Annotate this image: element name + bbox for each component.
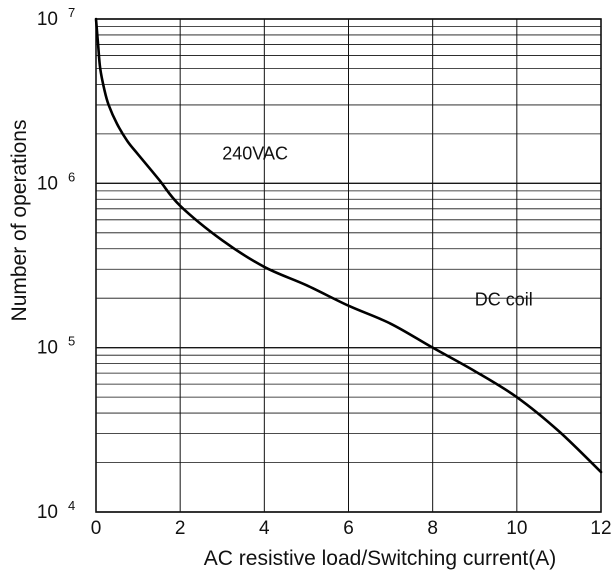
y-tick-exponent: 7 xyxy=(68,5,75,20)
annotation-240vac: 240VAC xyxy=(222,143,288,163)
x-tick-label: 0 xyxy=(91,518,102,539)
x-tick-labels: 0 2 4 6 8 10 12 xyxy=(91,518,612,539)
y-tick-exponent: 5 xyxy=(68,334,75,349)
x-tick-label: 12 xyxy=(590,518,611,539)
annotation-dc-coil: DC coil xyxy=(475,290,533,310)
plot-frame xyxy=(95,18,602,513)
y-tick-label: 10 xyxy=(37,173,58,194)
y-tick-label: 10 xyxy=(37,502,58,523)
x-axis-label: AC resistive load/Switching current(A) xyxy=(204,547,556,570)
x-tick-label: 4 xyxy=(259,518,270,539)
y-tick-label: 10 xyxy=(37,9,58,30)
y-tick-label: 10 xyxy=(37,338,58,359)
x-tick-label: 2 xyxy=(175,518,186,539)
y-tick-labels: 10 4 10 5 10 6 10 7 xyxy=(37,5,75,523)
x-tick-label: 6 xyxy=(343,518,354,539)
y-axis-label: Number of operations xyxy=(8,120,31,322)
x-tick-label: 8 xyxy=(427,518,438,539)
y-tick-exponent: 6 xyxy=(68,169,75,184)
chart-grid xyxy=(96,18,601,513)
series-line xyxy=(94,17,603,474)
y-tick-exponent: 4 xyxy=(68,498,75,513)
x-tick-label: 10 xyxy=(506,518,527,539)
